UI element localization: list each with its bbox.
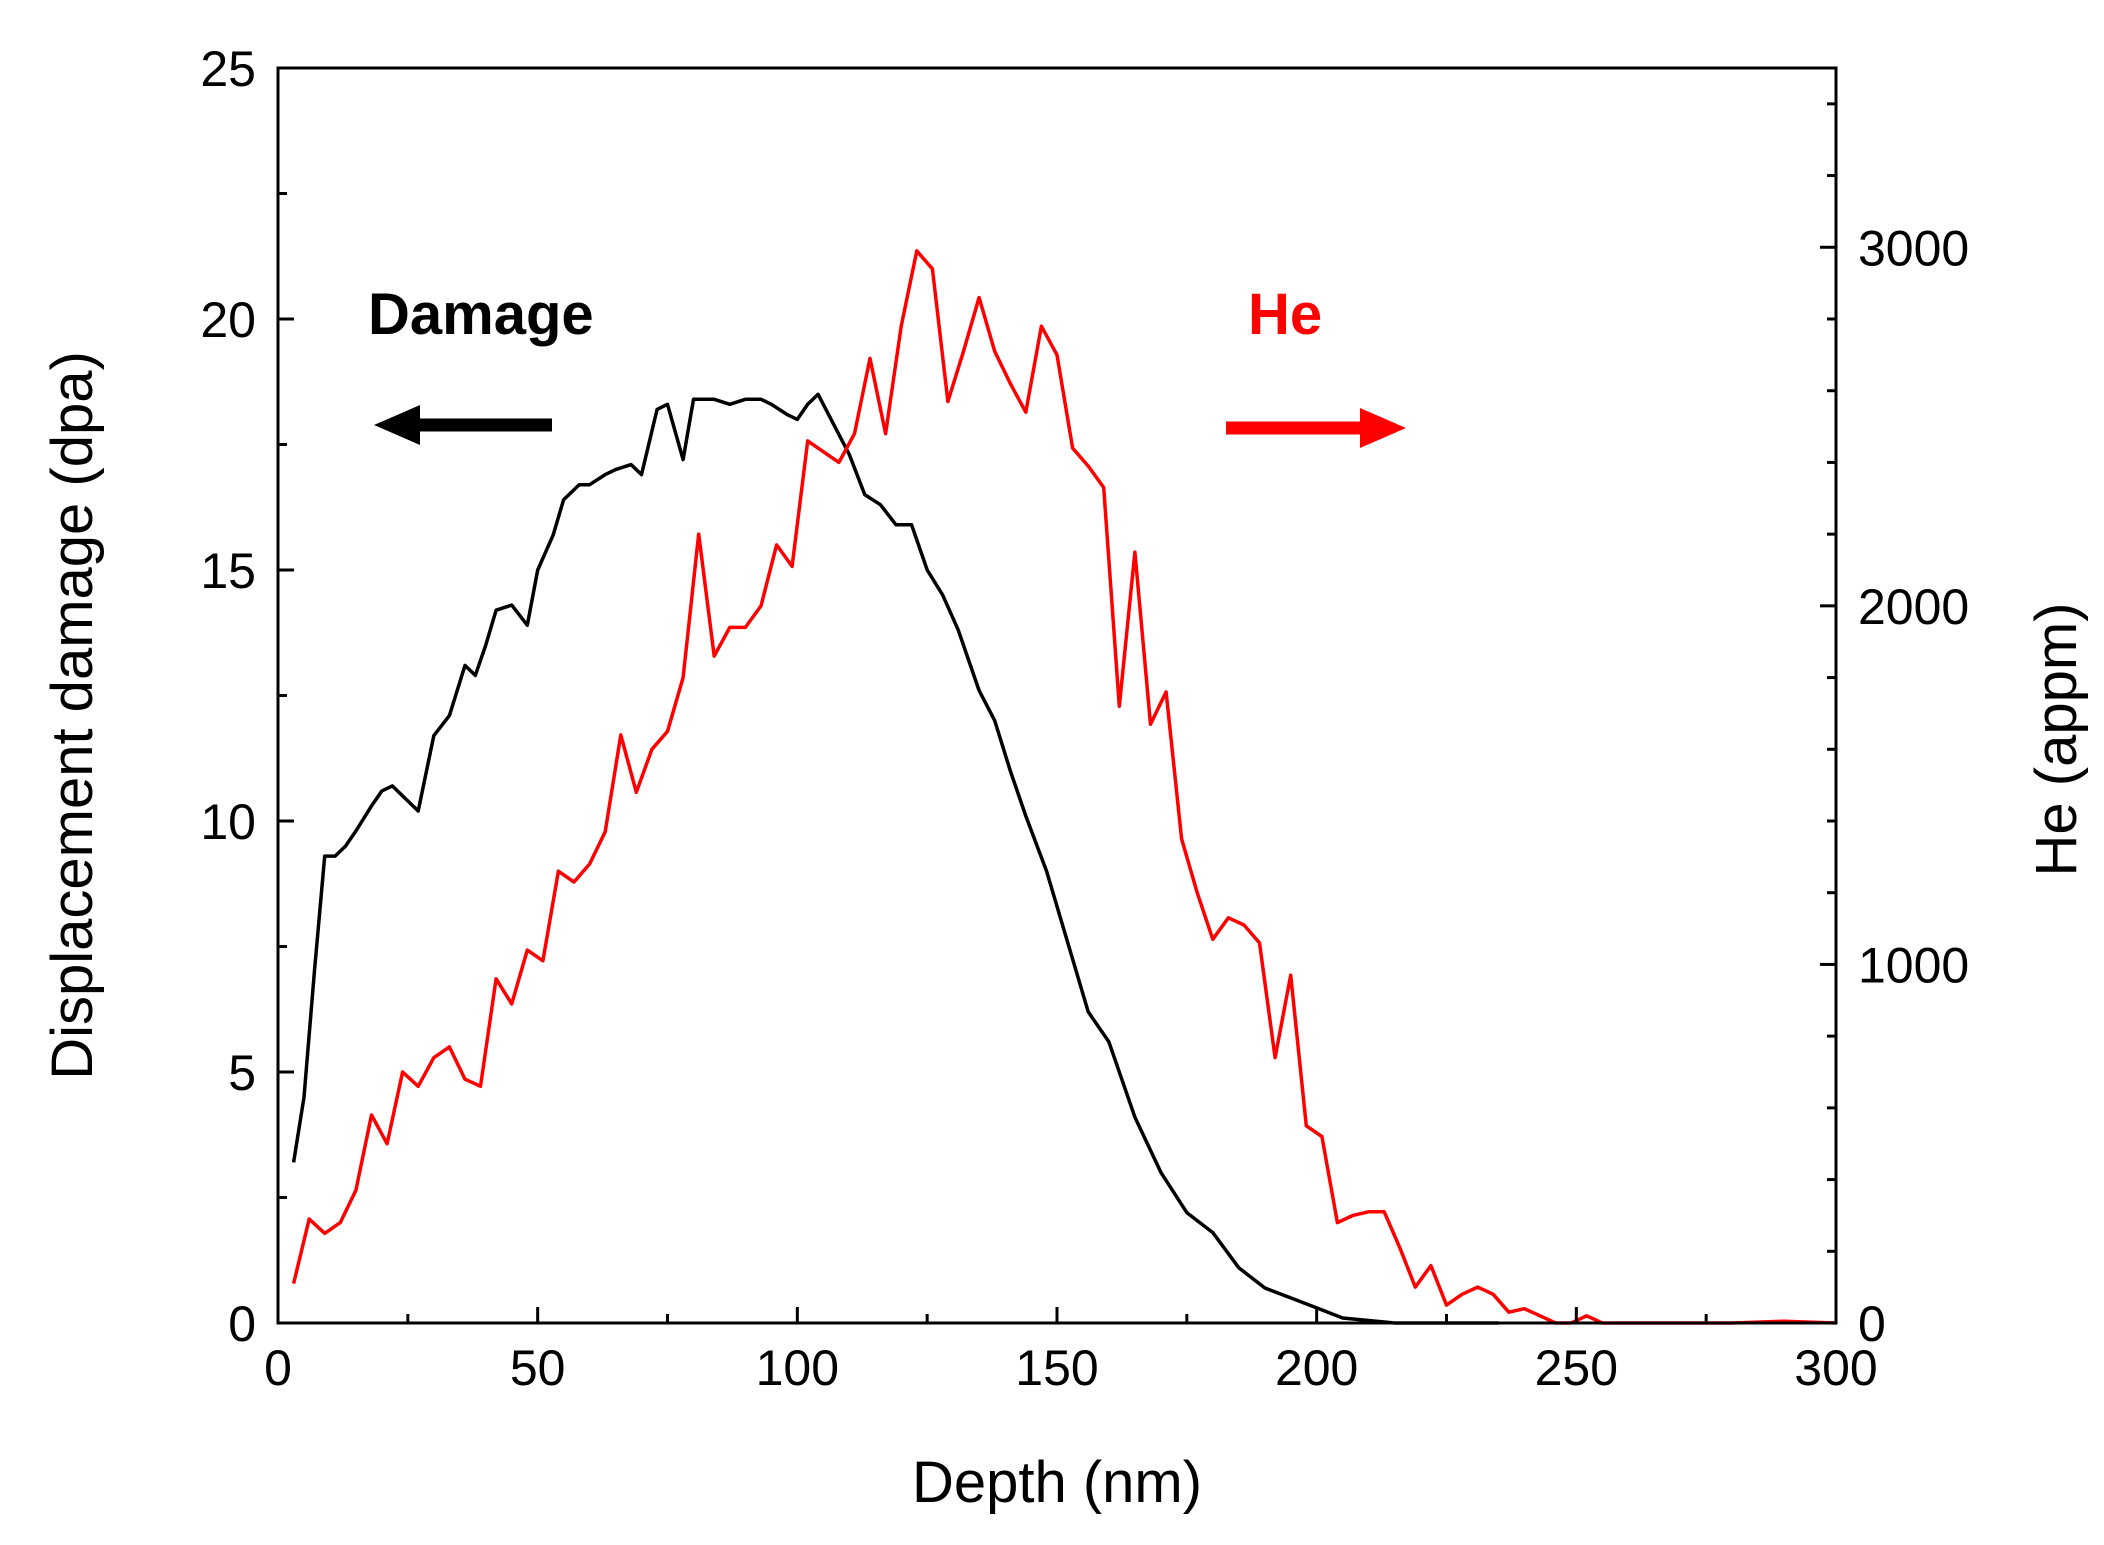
y-left-tick-label: 20 (200, 292, 256, 348)
y-axis-left-label: Displacement damage (dpa) (40, 351, 105, 1080)
x-tick-label: 150 (1015, 1340, 1098, 1396)
y-right-tick-label: 2000 (1858, 579, 1969, 635)
right-arrow-icon (1226, 408, 1406, 448)
series-line-damage (291, 392, 1499, 1325)
x-tick-label: 0 (264, 1340, 292, 1396)
damage-annotation-label: Damage (368, 282, 594, 347)
left-arrow-head (374, 405, 420, 445)
right-arrow-head (1360, 408, 1406, 448)
y-left-tick-label: 25 (200, 41, 256, 97)
axis-ticks: 0 50 100 150 200 250 3000510152025010002000300… (200, 41, 1969, 1396)
left-arrow-icon (374, 405, 552, 445)
x-tick-label: 200 (1275, 1340, 1358, 1396)
he-annotation: He (1226, 282, 1406, 448)
damage-annotation: Damage (368, 282, 594, 445)
plot-lines (291, 249, 1837, 1325)
x-tick-label: 100 (756, 1340, 839, 1396)
x-axis-label: Depth (nm) (912, 1450, 1202, 1515)
he-annotation-label: He (1248, 282, 1322, 347)
x-tick-label: 250 (1535, 1340, 1618, 1396)
y-right-tick-label: 3000 (1858, 220, 1969, 276)
x-tick-label: 300 (1794, 1340, 1877, 1396)
y-left-tick-label: 10 (200, 794, 256, 850)
plot-frame (276, 66, 1838, 1325)
y-axis-right-label: He (appm) (2024, 603, 2089, 877)
y-left-tick-label: 0 (228, 1296, 256, 1352)
y-right-tick-label: 0 (1858, 1296, 1886, 1352)
y-left-tick-label: 15 (200, 543, 256, 599)
series-line-he (291, 249, 1837, 1325)
y-right-tick-label: 1000 (1858, 937, 1969, 993)
y-left-tick-label: 5 (228, 1045, 256, 1101)
x-tick-label: 50 (510, 1340, 566, 1396)
